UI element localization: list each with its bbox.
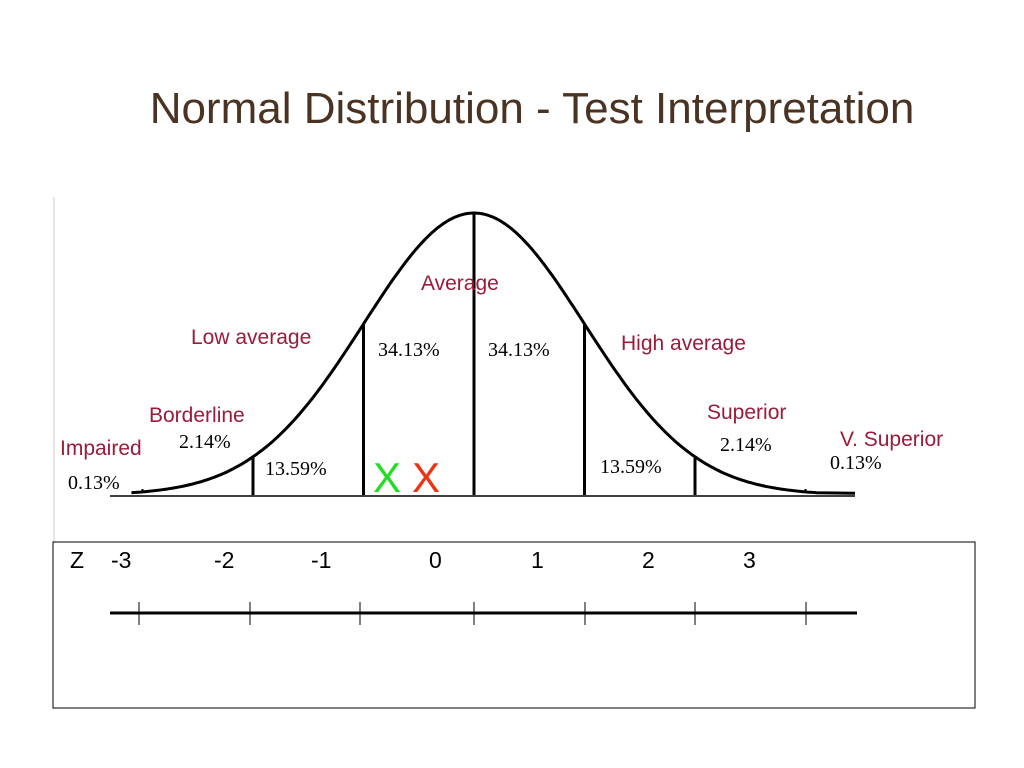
slide-title: Normal Distribution - Test Interpretatio… — [149, 84, 915, 133]
z-tick-label: -2 — [214, 547, 234, 573]
percent-left-1: 13.59% — [265, 458, 327, 480]
percent-center-left: 34.13% — [378, 339, 440, 361]
percent-left-2: 2.14% — [179, 431, 231, 453]
percent-center-right: 34.13% — [488, 339, 550, 361]
bell-curve — [131, 211, 856, 495]
z-tick-label: 1 — [531, 547, 544, 573]
division-lines — [141, 214, 807, 495]
marker-x-green: X — [373, 454, 401, 501]
category-label-high-average: High average — [621, 332, 746, 355]
category-label-low-average: Low average — [191, 326, 311, 349]
percent-right-1: 13.59% — [600, 456, 662, 478]
category-label-average: Average — [421, 272, 499, 295]
category-label-very-superior: V. Superior — [840, 428, 943, 451]
percent-right-2: 2.14% — [720, 434, 772, 456]
percent-far-right: 0.13% — [830, 452, 882, 474]
z-tick-label: 0 — [429, 547, 442, 573]
z-tick-label: 2 — [642, 547, 655, 573]
z-tick-label: -1 — [311, 547, 331, 573]
category-label-borderline: Borderline — [149, 404, 245, 427]
z-tick-label: 3 — [743, 547, 756, 573]
z-scale-box — [52, 541, 976, 709]
z-tick-label: -3 — [111, 547, 131, 573]
z-axis-label: Z — [70, 547, 84, 573]
marker-x-red: X — [412, 454, 440, 501]
z-tick-marks — [138, 602, 807, 625]
percent-far-left: 0.13% — [68, 472, 120, 494]
category-label-impaired: Impaired — [60, 437, 142, 460]
category-label-superior: Superior — [707, 401, 786, 424]
